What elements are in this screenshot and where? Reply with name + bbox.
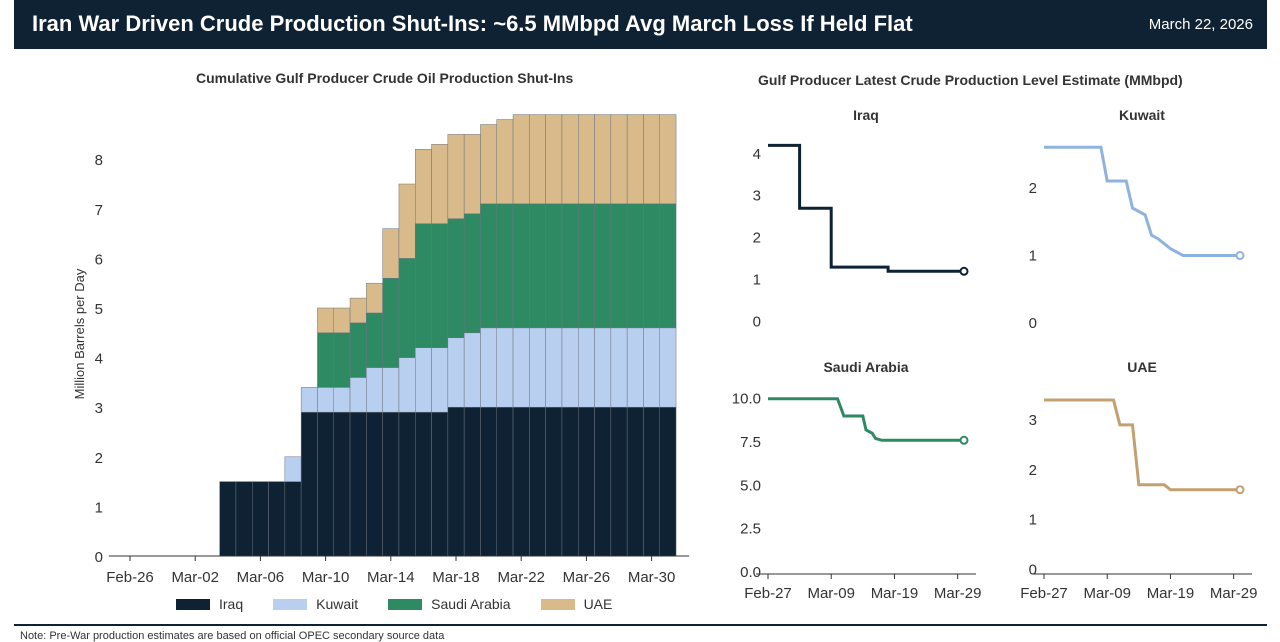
bar-x-tick-label: Mar-06 (237, 569, 285, 586)
legend-swatch-saudi (388, 598, 423, 610)
panel-y-tick-label: 3 (1029, 412, 1037, 429)
footer-divider (14, 624, 1267, 626)
bar-y-axis-label: Million Barrels per Day (72, 268, 87, 399)
title-banner: Iran War Driven Crude Production Shut-In… (14, 0, 1267, 49)
panel-title-saudi-arabia: Saudi Arabia (823, 359, 908, 375)
line-iraq (768, 143, 964, 273)
bar-y-tick-label: 2 (95, 450, 103, 467)
legend-label-kuwait: Kuwait (316, 596, 359, 612)
bar-y-tick-label: 3 (95, 400, 103, 417)
bar-x-tick-label: Mar-30 (628, 569, 676, 586)
panel-y-tick-label: 1 (1029, 512, 1037, 529)
bar-x-tick-label: Mar-02 (171, 569, 219, 586)
panel-y-tick-label: 2.5 (740, 521, 761, 538)
panel-title-uae: UAE (1127, 359, 1157, 375)
bar-legend: Iraq Kuwait Saudi Arabia UAE (176, 596, 612, 612)
bar-x-tick-label: Mar-10 (302, 569, 350, 586)
bar-y-tick-label: 4 (95, 351, 103, 368)
legend-label-uae: UAE (583, 596, 613, 612)
bar-x-tick-label: Mar-14 (367, 569, 415, 586)
bar-y-tick-label: 6 (95, 251, 103, 268)
line-endpoint-saudi-arabia (959, 435, 969, 445)
panel-x-tick-label: Mar-29 (1210, 585, 1258, 600)
line-endpoint-kuwait (1235, 251, 1245, 261)
legend-label-saudi: Saudi Arabia (431, 596, 511, 612)
panel-x-tick-label: Mar-19 (1147, 585, 1195, 600)
legend-swatch-iraq (176, 598, 210, 610)
panel-y-tick-label: 1 (1029, 248, 1037, 265)
panel-y-tick-label: 2 (1029, 180, 1037, 197)
panel-y-tick-label: 4 (753, 146, 761, 163)
line-kuwait (1044, 145, 1240, 257)
bar-y-tick-label: 7 (95, 202, 103, 219)
page-title: Iran War Driven Crude Production Shut-In… (32, 11, 913, 36)
legend-item-saudi: Saudi Arabia (388, 596, 511, 612)
footnote: Note: Pre-War production estimates are b… (20, 630, 445, 642)
panel-y-tick-label: 5.0 (740, 477, 761, 494)
report-date: March 22, 2026 (1148, 16, 1253, 33)
legend-swatch-kuwait (273, 598, 308, 610)
legend-item-kuwait: Kuwait (273, 596, 358, 612)
panel-y-tick-label: 0.0 (740, 564, 761, 581)
bar-x-tick-label: Mar-22 (497, 569, 545, 586)
line-endpoint-uae (1235, 485, 1245, 495)
legend-item-iraq: Iraq (176, 596, 243, 612)
bar-y-tick-label: 0 (95, 549, 103, 566)
bar-x-tick-label: Mar-26 (563, 569, 611, 586)
bar-y-tick-label: 5 (95, 301, 103, 318)
bar-segment-uae (659, 114, 677, 205)
bar-y-tick-label: 1 (95, 499, 103, 516)
line-endpoint-iraq (959, 266, 969, 276)
panel-x-tick-label: Mar-19 (871, 585, 919, 600)
panel-y-tick-label: 2 (753, 230, 761, 247)
panel-y-tick-label: 7.5 (740, 434, 761, 451)
panel-y-tick-label: 0 (1029, 315, 1037, 332)
bar-chart-title: Cumulative Gulf Producer Crude Oil Produ… (196, 70, 574, 86)
panel-y-tick-label: 1 (753, 272, 761, 289)
panel-x-tick-label: Mar-09 (807, 585, 855, 600)
stacked-bar-chart: Feb-26 Mar-02 Mar-06 Mar-10 Mar-14 Mar-18 Mar-… (72, 114, 690, 586)
panel-x-tick-label: Mar-09 (1083, 585, 1131, 600)
panel-y-tick-label: 10.0 (732, 391, 761, 408)
legend-swatch-uae (540, 598, 575, 610)
panel-x-tick-label: Mar-29 (934, 585, 982, 600)
panel-y-tick-label: 0 (1029, 562, 1037, 579)
legend-label-iraq: Iraq (219, 596, 244, 612)
panel-title-kuwait: Kuwait (1119, 107, 1165, 123)
panel-title-iraq: Iraq (853, 107, 879, 123)
panel-y-tick-label: 0 (753, 314, 761, 331)
panel-y-tick-label: 2 (1029, 462, 1037, 479)
line-panels-title: Gulf Producer Latest Crude Production Le… (758, 72, 1183, 88)
line-panels: Iraq 0 1 2 3 4 Kuwait 0 1 2 Saudi Arabia 0.0 2.5 5.0 7… (732, 107, 1258, 600)
line-uae (1044, 398, 1240, 492)
bar-y-tick-label: 8 (95, 152, 103, 169)
panel-y-tick-label: 3 (753, 188, 761, 205)
panel-x-tick-label: Feb-27 (744, 585, 792, 600)
bar-x-tick-label: Mar-18 (432, 569, 480, 586)
panel-x-tick-label: Feb-27 (1020, 585, 1068, 600)
bar-x-tick-label: Feb-26 (106, 569, 154, 586)
line-saudi-arabia (768, 397, 964, 442)
legend-item-uae: UAE (540, 596, 613, 612)
